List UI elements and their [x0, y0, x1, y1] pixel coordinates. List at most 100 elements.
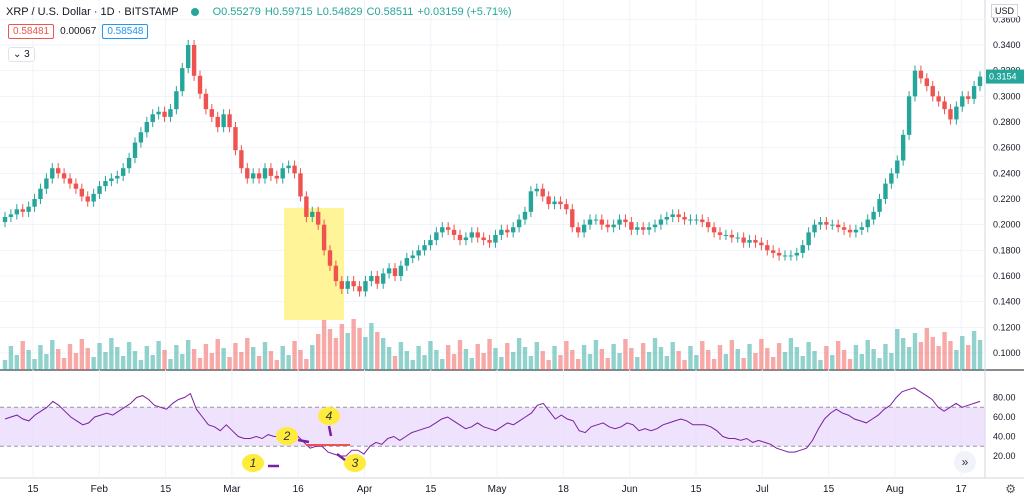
- volume-bar: [800, 356, 805, 370]
- candle-body: [280, 168, 285, 179]
- candle-body: [830, 224, 835, 226]
- y-tick-label: 0.1200: [993, 322, 1021, 332]
- volume-bar: [97, 343, 102, 370]
- ohlc-open: O0.55279: [212, 6, 261, 18]
- candle-body: [14, 209, 20, 215]
- annotation-label: 2: [283, 429, 291, 443]
- annotation-label: 4: [326, 409, 333, 423]
- candle-body: [156, 111, 161, 115]
- candle-body: [191, 45, 197, 76]
- candle-body: [635, 227, 640, 230]
- rsi-line: [4, 387, 981, 457]
- volume-bar: [883, 344, 888, 370]
- currency-label[interactable]: USD: [990, 4, 1018, 18]
- volume-bar: [871, 349, 876, 370]
- candle-body: [487, 240, 492, 243]
- candle-body: [221, 114, 226, 128]
- volume-bar: [73, 353, 79, 370]
- candle-body: [688, 219, 693, 221]
- candle-body: [132, 142, 138, 158]
- y-tick-label: 0.2200: [993, 194, 1021, 204]
- y-tick-label: 0.2600: [993, 143, 1021, 153]
- candle-body: [788, 255, 794, 257]
- volume-bar: [564, 341, 569, 370]
- candle-body: [853, 229, 859, 233]
- ask-button[interactable]: 0.58548: [102, 24, 149, 39]
- volume-bar: [646, 352, 652, 370]
- candle-body: [304, 196, 309, 217]
- volume-bar: [735, 349, 740, 370]
- candle-body: [977, 76, 983, 87]
- volume-bar: [859, 354, 865, 370]
- volume-bar: [262, 342, 268, 370]
- volume-bar: [835, 341, 841, 370]
- candle-body: [197, 75, 203, 94]
- volume-bar: [315, 334, 321, 370]
- indicators-collapse-button[interactable]: ⌄ 3: [8, 47, 35, 62]
- candle-body: [900, 134, 906, 161]
- scroll-to-realtime-button[interactable]: »: [954, 451, 976, 473]
- volume-bar: [936, 346, 941, 370]
- x-tick-label: 15: [690, 484, 702, 495]
- bid-button[interactable]: 0.58481: [8, 24, 55, 39]
- x-tick-label: 15: [27, 484, 39, 495]
- last-price-label: 0.3154: [989, 72, 1017, 82]
- candle-body: [841, 227, 847, 230]
- volume-bar: [664, 356, 670, 370]
- volume-bar: [422, 355, 427, 370]
- volume-bar: [357, 328, 362, 370]
- volume-bar: [85, 348, 90, 370]
- volume-bar: [942, 332, 947, 370]
- volume-bar: [623, 339, 628, 370]
- volume-bar: [487, 339, 492, 370]
- settings-gear-icon[interactable]: ⚙: [1005, 482, 1016, 496]
- volume-bar: [528, 356, 534, 370]
- volume-bar: [552, 346, 557, 370]
- y-tick-label: 0.3400: [993, 40, 1021, 50]
- volume-series: [2, 319, 983, 370]
- volume-bar: [239, 352, 244, 370]
- candle-body: [339, 281, 345, 289]
- volume-bar: [292, 341, 297, 370]
- candle-body: [493, 234, 498, 243]
- volume-bar: [2, 360, 8, 370]
- candle-body: [806, 232, 811, 246]
- volume-bar: [682, 360, 687, 370]
- candle-body: [676, 214, 681, 217]
- candle-body: [835, 224, 841, 228]
- candle-body: [463, 237, 469, 241]
- candle-body: [741, 237, 746, 243]
- volume-bar: [132, 351, 138, 370]
- volume-bar: [534, 342, 540, 370]
- candle-body: [85, 196, 90, 202]
- candle-body: [286, 165, 291, 169]
- x-tick-label: 17: [956, 484, 968, 495]
- volume-bar: [138, 360, 144, 370]
- volume-bar: [965, 345, 971, 370]
- candle-body: [126, 157, 132, 169]
- symbol-title[interactable]: XRP / U.S. Dollar · 1D · BITSTAMP: [6, 6, 179, 18]
- volume-bar: [670, 342, 675, 370]
- volume-bar: [617, 353, 622, 370]
- ohlc-low: L0.54829: [316, 6, 363, 18]
- volume-bar: [79, 339, 85, 370]
- candle-body: [168, 109, 173, 117]
- candle-body: [250, 173, 256, 179]
- ohlc-change: +0.03159 (+5.71%): [417, 6, 512, 18]
- annotation-marker: [344, 454, 366, 472]
- volume-bar: [581, 345, 587, 370]
- volume-bar: [203, 344, 209, 370]
- candle-body: [558, 201, 563, 205]
- candle-body: [918, 70, 924, 79]
- ohlc-close: C0.58511: [366, 6, 414, 18]
- annotation-marker: [242, 454, 264, 472]
- candle-body: [717, 232, 723, 235]
- candle-body: [540, 188, 545, 197]
- volume-bar: [960, 336, 965, 370]
- candle-body: [345, 281, 350, 289]
- candle-body: [434, 232, 439, 241]
- volume-bar: [440, 359, 445, 370]
- volume-bar: [339, 324, 345, 370]
- volume-bar: [26, 350, 31, 370]
